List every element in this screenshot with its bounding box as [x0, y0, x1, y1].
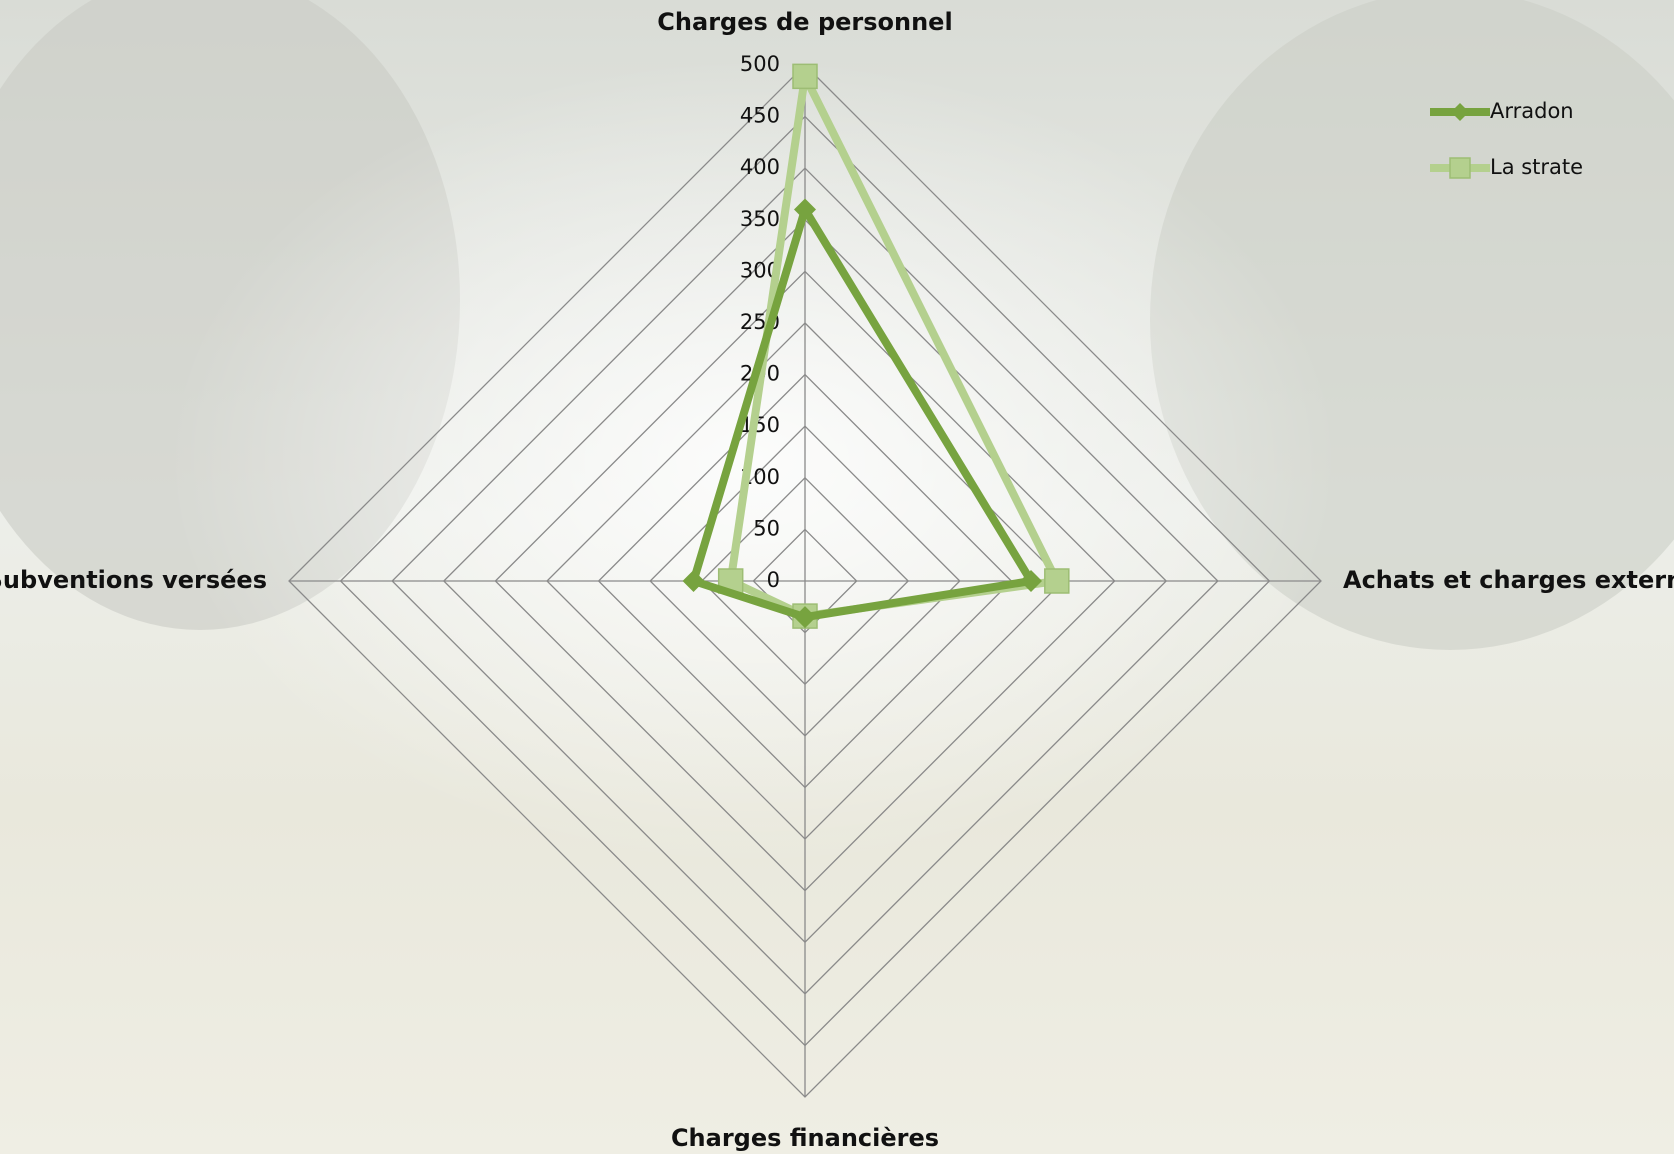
r-tick-label: 500: [740, 52, 780, 76]
marker: [682, 570, 705, 592]
category-label: Subventions versées: [0, 566, 267, 594]
r-tick-label: 450: [740, 104, 780, 128]
legend-label: La strate: [1490, 155, 1583, 179]
r-tick-label: 50: [753, 516, 780, 540]
category-label: Charges financières: [671, 1124, 939, 1152]
marker: [1044, 568, 1070, 594]
r-tick-label: 350: [740, 207, 780, 231]
category-label: Achats et charges externes: [1343, 566, 1674, 594]
marker: [792, 63, 818, 90]
marker: [1449, 157, 1471, 179]
marker: [794, 606, 816, 629]
marker: [1020, 570, 1043, 592]
marker: [1451, 103, 1469, 121]
r-tick-label: 400: [740, 155, 780, 179]
marker: [794, 198, 816, 221]
legend-label: Arradon: [1490, 99, 1574, 123]
r-tick-label: 0: [767, 568, 780, 592]
category-label: Charges de personnel: [657, 8, 952, 36]
